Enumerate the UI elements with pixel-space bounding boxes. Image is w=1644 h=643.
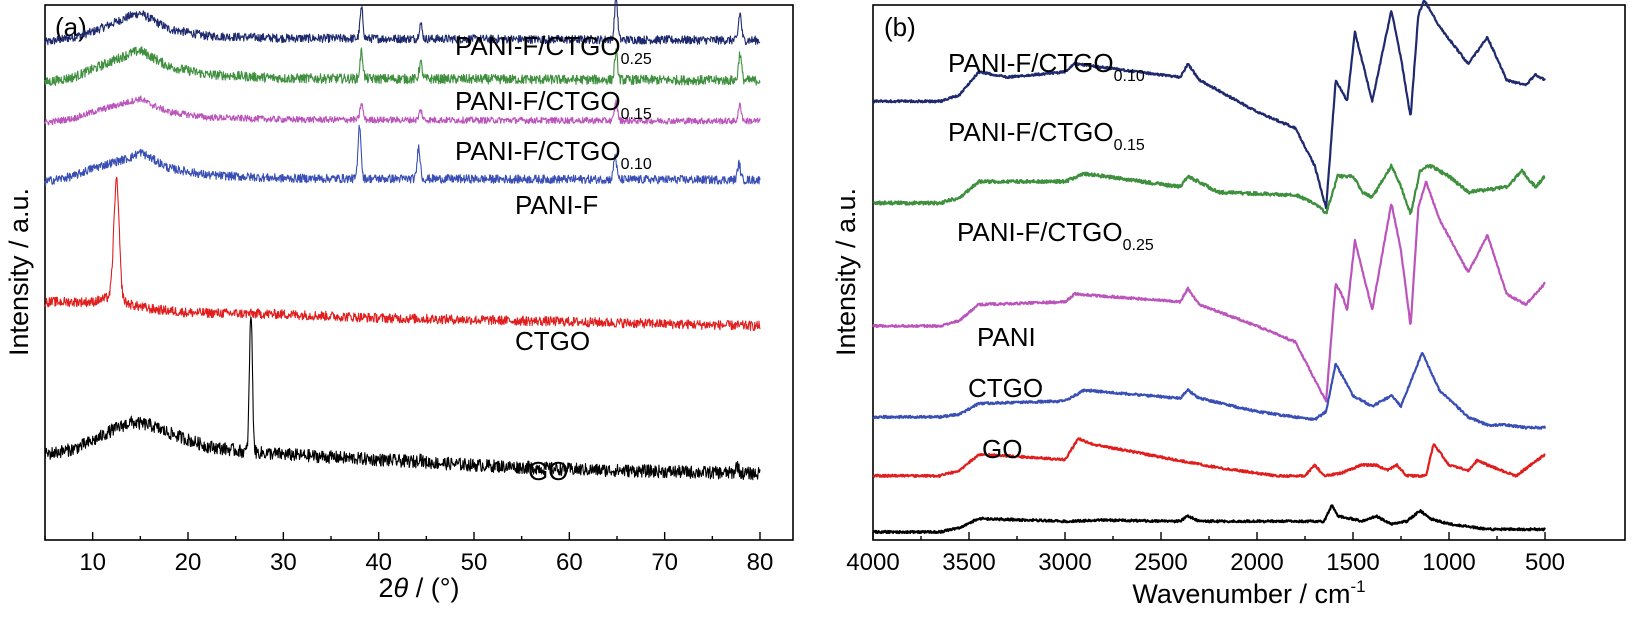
series-label-ctgo: CTGO (515, 326, 590, 356)
x-tick-label: 500 (1525, 549, 1565, 576)
series-line-pani-f-ctgo-0-10 (44, 95, 761, 126)
x-tick-label: 80 (747, 549, 774, 576)
x-tick-label: 40 (365, 549, 392, 576)
panel-b-series-labels: PANI-F/CTGO0.10 PANI-F/CTGO0.15 PANI-F/CTG… (948, 48, 1154, 464)
panel-a-x-ticks: 10 20 30 40 50 60 70 80 (44, 532, 774, 576)
x-tick-label: 20 (175, 549, 202, 576)
series-label-pani-f-ctgo-0-15: PANI-F/CTGO0.15 (455, 86, 652, 123)
x-tick-label: 3000 (1038, 549, 1091, 576)
series-line-ctgo (44, 176, 761, 331)
x-tick-label: 60 (556, 549, 583, 576)
series-line-go (872, 504, 1546, 535)
x-tick-label: 70 (651, 549, 678, 576)
x-tick-label: 2000 (1230, 549, 1283, 576)
x-tick-label: 30 (270, 549, 297, 576)
x-tick-label: 4000 (846, 549, 899, 576)
panel-b-ftir: (b) PANI-F/CTGO0.10PANI-F/CTGO0.15PANI-F… (831, 0, 1626, 609)
panel-a-label: (a) (55, 12, 87, 42)
panel-a-xrd: (a) PANI-F/CTGO0.25PANI-F/CTGO0.15PANI-F… (4, 0, 794, 603)
panel-a-x-axis-title: 2θ / (°) (379, 573, 460, 603)
series-label-pani-f-ctgo-0-25: PANI-F/CTGO0.25 (455, 31, 652, 68)
series-line-ctgo (872, 437, 1546, 478)
series-label-go: GO (982, 434, 1022, 464)
series-label-pani: PANI (977, 322, 1036, 352)
panel-a-y-axis-title: Intensity / a.u. (4, 188, 34, 356)
series-line-pani-f-ctgo-0-15 (872, 163, 1546, 215)
series-label-pani-f-ctgo-0-15: PANI-F/CTGO0.15 (948, 117, 1145, 154)
series-label-pani-f: PANI-F (515, 190, 598, 220)
series-line-pani-f-ctgo-0-10 (872, 0, 1546, 210)
series-line-go (44, 316, 761, 481)
series-label-pani-f-ctgo-0-10: PANI-F/CTGO0.10 (948, 48, 1145, 85)
panel-a-series-labels: PANI-F/CTGO0.25 PANI-F/CTGO0.15 PANI-F/CTG… (455, 31, 652, 486)
x-tick-label: 3500 (942, 549, 995, 576)
series-label-pani-f-ctgo-0-25: PANI-F/CTGO0.25 (957, 217, 1154, 254)
x-tick-label: 10 (79, 549, 106, 576)
series-label-ctgo: CTGO (968, 373, 1043, 403)
panel-b-traces (872, 0, 1547, 535)
series-line-pani (872, 351, 1547, 430)
x-tick-label: 50 (461, 549, 488, 576)
panel-b-label: (b) (884, 12, 916, 42)
panel-b-x-ticks: 4000 3500 3000 2500 2000 1500 1000 500 (846, 532, 1565, 576)
series-line-pani-f (44, 124, 761, 186)
x-tick-label: 1500 (1326, 549, 1379, 576)
series-label-go: GO (528, 456, 568, 486)
series-line-pani-f-ctgo-0-25 (872, 180, 1546, 403)
x-tick-label: 2500 (1134, 549, 1187, 576)
x-tick-label: 1000 (1422, 549, 1475, 576)
panel-a-frame (44, 4, 794, 541)
series-line-pani-f-ctgo-0-25 (44, 0, 761, 46)
panel-b-y-axis-title: Intensity / a.u. (831, 188, 861, 356)
panel-b-frame (872, 4, 1626, 541)
series-line-pani-f-ctgo-0-15 (44, 46, 761, 86)
series-label-pani-f-ctgo-0-10: PANI-F/CTGO0.10 (455, 136, 652, 173)
panel-a-traces (44, 0, 761, 481)
panel-b-x-axis-title: Wavenumber / cm-1 (1132, 577, 1365, 609)
